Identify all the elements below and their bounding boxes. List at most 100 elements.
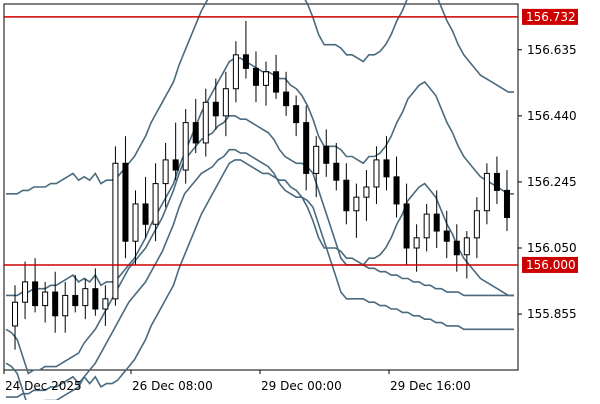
candle: [42, 281, 49, 323]
candle: [92, 268, 99, 316]
candle-body: [32, 281, 39, 307]
x-tick-label: 29 Dec 16:00: [390, 379, 471, 393]
x-tick-label: 29 Dec 00:00: [261, 379, 342, 393]
band-outer-upper: [6, 159, 514, 398]
candle: [52, 271, 59, 333]
candle: [433, 190, 440, 248]
y-tick-label: 156.440: [527, 109, 577, 123]
candle: [232, 41, 239, 103]
candle: [473, 197, 480, 259]
candle-body: [413, 237, 420, 249]
candle-body: [232, 54, 239, 90]
price-line-label: 156.732: [526, 10, 576, 24]
candle: [323, 129, 330, 177]
candle-body: [383, 159, 390, 178]
candle-body: [132, 203, 139, 242]
candle: [463, 231, 470, 279]
candle: [293, 95, 300, 137]
candle: [303, 105, 310, 191]
candle-body: [152, 183, 159, 225]
candle: [142, 176, 149, 238]
price-line-label-bg: [522, 8, 578, 25]
axes: 156.732 156.000 156.635 156.440 156.245 156.0…: [3, 8, 578, 393]
candle: [72, 275, 79, 313]
candle: [453, 224, 460, 272]
y-tick-label: 156.635: [527, 43, 577, 57]
candle-body: [222, 88, 229, 117]
candle-body: [463, 237, 470, 256]
candle: [393, 156, 400, 218]
candle-body: [503, 189, 510, 218]
y-tick-label: 156.245: [527, 175, 577, 189]
candle: [62, 281, 69, 333]
price-line-label-bg: [522, 256, 578, 273]
candle: [423, 203, 430, 252]
band-outer-lower: [5, 148, 514, 404]
candle-body: [122, 162, 129, 242]
candle-body: [313, 145, 320, 174]
candle-body: [343, 179, 350, 212]
x-tick-label: 24 Dec 2025: [5, 379, 82, 393]
candle: [222, 71, 229, 137]
candle-body: [252, 67, 259, 86]
candle-body: [172, 159, 179, 171]
candle: [263, 61, 270, 106]
candle-body: [453, 240, 460, 256]
candle-body: [202, 101, 209, 144]
candle: [503, 170, 510, 232]
candle-body: [433, 213, 440, 232]
candle-body: [92, 288, 99, 310]
band-middle: [6, 0, 514, 195]
candle-body: [483, 172, 490, 212]
candle: [152, 163, 159, 242]
price-line-label: 156.000: [526, 258, 576, 272]
candle: [32, 258, 39, 313]
candle: [22, 261, 29, 320]
candle: [333, 142, 340, 191]
candle-body: [363, 186, 370, 198]
candle-body: [62, 294, 69, 317]
candle-body: [72, 294, 79, 307]
candle: [132, 190, 139, 265]
candle: [252, 51, 259, 103]
candle: [162, 142, 169, 208]
candle: [182, 109, 189, 184]
x-tick-label: 26 Dec 08:00: [132, 379, 213, 393]
candle-body: [182, 122, 189, 171]
candle: [483, 163, 490, 225]
candle-body: [403, 203, 410, 249]
candle: [383, 136, 390, 191]
candle-body: [393, 176, 400, 205]
candle: [202, 88, 209, 157]
candle-body: [473, 210, 480, 239]
candle-body: [52, 291, 59, 317]
candle-body: [22, 281, 29, 303]
candle: [363, 170, 370, 221]
candle-body: [192, 122, 199, 144]
candle: [112, 146, 119, 306]
candle-body: [443, 230, 450, 242]
candle-body: [142, 203, 149, 225]
candle-body: [102, 298, 109, 310]
candle-body: [12, 301, 19, 327]
candle: [313, 136, 320, 198]
candle-body: [42, 291, 49, 307]
candle-body: [112, 162, 119, 300]
candle-body: [273, 71, 280, 93]
candle: [12, 285, 19, 350]
candle-body: [373, 159, 380, 188]
band-inner-upper: [6, 57, 514, 297]
candle: [403, 183, 410, 265]
candle: [122, 136, 129, 259]
candle-body: [323, 145, 330, 164]
candle: [413, 224, 420, 272]
candle-body: [353, 196, 360, 212]
candle-body: [263, 71, 270, 86]
candle-body: [293, 105, 300, 124]
candle: [102, 285, 109, 326]
candle-body: [333, 162, 340, 181]
candle-body: [242, 54, 249, 69]
plot-frame: [3, 3, 519, 371]
band-inner-lower: [5, 115, 514, 375]
